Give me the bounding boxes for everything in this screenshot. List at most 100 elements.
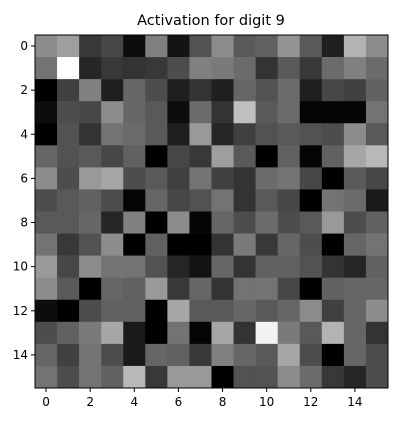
x-tick-label-0: 0 (42, 395, 50, 409)
heatmap-cell-r0-c9 (233, 35, 256, 58)
heatmap-cell-r15-c8 (211, 365, 234, 389)
x-tick-label-12: 12 (303, 395, 318, 409)
heatmap-cell-r12-c2 (79, 299, 102, 323)
heatmap-cell-r15-c1 (57, 365, 80, 389)
heatmap-cell-r14-c4 (123, 343, 146, 367)
heatmap-cell-r10-c2 (79, 255, 102, 278)
heatmap-cell-r0-c0 (35, 35, 58, 58)
heatmap-cell-r3-c14 (343, 101, 367, 124)
heatmap-cell-r5-c9 (233, 145, 256, 168)
heatmap-cell-r8-c10 (255, 211, 278, 234)
heatmap-cell-r12-c6 (167, 299, 190, 323)
heatmap-cell-r4-c15 (365, 123, 389, 146)
heatmap-cell-r12-c15 (365, 299, 389, 323)
heatmap-cell-r15-c6 (167, 365, 190, 389)
heatmap-cell-r14-c8 (211, 343, 234, 367)
heatmap-cell-r9-c14 (343, 233, 367, 256)
heatmap-cell-r4-c1 (57, 123, 80, 146)
heatmap-cell-r7-c3 (101, 189, 124, 212)
heatmap-cell-r15-c2 (79, 365, 102, 389)
heatmap-cell-r14-c1 (57, 343, 80, 367)
heatmap-cell-r3-c4 (123, 101, 146, 124)
heatmap-cell-r8-c4 (123, 211, 146, 234)
heatmap-cell-r11-c6 (167, 277, 190, 301)
heatmap-cell-r3-c11 (277, 101, 301, 124)
heatmap-cell-r2-c3 (101, 79, 124, 102)
heatmap-cell-r8-c9 (233, 211, 256, 234)
heatmap-cell-r14-c10 (255, 343, 278, 367)
heatmap-cell-r3-c2 (79, 101, 102, 124)
heatmap-cell-r5-c14 (343, 145, 367, 168)
heatmap-cell-r5-c15 (365, 145, 389, 168)
heatmap-cell-r8-c6 (167, 211, 190, 234)
heatmap-cell-r9-c0 (35, 233, 58, 256)
heatmap-cell-r0-c14 (343, 35, 367, 58)
heatmap-cell-r12-c13 (321, 299, 345, 323)
heatmap-cell-r1-c15 (365, 57, 389, 80)
heatmap-cell-r0-c6 (167, 35, 190, 58)
heatmap-cell-r10-c14 (343, 255, 367, 278)
heatmap-cell-r0-c3 (101, 35, 124, 58)
heatmap-cell-r12-c14 (343, 299, 367, 323)
plot-frame (34, 34, 389, 389)
heatmap-cell-r2-c13 (321, 79, 345, 102)
heatmap-cell-r3-c5 (145, 101, 168, 124)
heatmap-cell-r6-c4 (123, 167, 146, 190)
heatmap-cell-r0-c12 (299, 35, 323, 58)
heatmap-cell-r0-c4 (123, 35, 146, 58)
heatmap-cell-r12-c5 (145, 299, 168, 323)
heatmap-cell-r7-c10 (255, 189, 278, 212)
heatmap-cell-r7-c15 (365, 189, 389, 212)
heatmap-cell-r9-c13 (321, 233, 345, 256)
heatmap-cell-r3-c3 (101, 101, 124, 124)
x-axis: 0 2 4 6 8 10 12 14 (42, 388, 363, 409)
heatmap-cell-r1-c14 (343, 57, 367, 80)
heatmap-cell-r6-c2 (79, 167, 102, 190)
heatmap-cell-r9-c1 (57, 233, 80, 256)
heatmap-cell-r5-c4 (123, 145, 146, 168)
heatmap-cell-r11-c13 (321, 277, 345, 301)
heatmap-cell-r2-c1 (57, 79, 80, 102)
heatmap-cell-r13-c14 (343, 321, 367, 345)
heatmap-cell-r4-c2 (79, 123, 102, 146)
y-axis: 0 2 4 6 8 10 12 14 (13, 39, 35, 362)
heatmap-cells (35, 35, 389, 389)
heatmap-cell-r6-c1 (57, 167, 80, 190)
y-tick-label-4: 4 (20, 127, 28, 141)
heatmap-cell-r7-c12 (299, 189, 323, 212)
heatmap-cell-r9-c9 (233, 233, 256, 256)
heatmap-cell-r7-c14 (343, 189, 367, 212)
heatmap-cell-r6-c15 (365, 167, 389, 190)
heatmap-cell-r15-c10 (255, 365, 278, 389)
heatmap-cell-r1-c9 (233, 57, 256, 80)
heatmap-cell-r10-c0 (35, 255, 58, 278)
heatmap-cell-r4-c8 (211, 123, 234, 146)
heatmap-cell-r12-c9 (233, 299, 256, 323)
x-tick-label-6: 6 (175, 395, 183, 409)
heatmap-cell-r11-c3 (101, 277, 124, 301)
y-tick-label-2: 2 (20, 83, 28, 97)
heatmap-cell-r12-c0 (35, 299, 58, 323)
y-tick-label-6: 6 (20, 171, 28, 185)
heatmap-cell-r4-c0 (35, 123, 58, 146)
heatmap-cell-r1-c10 (255, 57, 278, 80)
heatmap-cell-r9-c15 (365, 233, 389, 256)
heatmap-cell-r10-c11 (277, 255, 301, 278)
heatmap-cell-r14-c5 (145, 343, 168, 367)
heatmap-cell-r7-c8 (211, 189, 234, 212)
heatmap-cell-r6-c9 (233, 167, 256, 190)
heatmap-cell-r9-c3 (101, 233, 124, 256)
heatmap-cell-r5-c10 (255, 145, 278, 168)
heatmap-cell-r1-c11 (277, 57, 301, 80)
y-tick-label-10: 10 (13, 260, 28, 274)
heatmap-cell-r1-c7 (189, 57, 212, 80)
heatmap-cell-r1-c0 (35, 57, 58, 80)
heatmap-cell-r9-c6 (167, 233, 190, 256)
heatmap-cell-r12-c11 (277, 299, 301, 323)
heatmap-cell-r4-c4 (123, 123, 146, 146)
heatmap-cell-r6-c8 (211, 167, 234, 190)
heatmap-cell-r8-c3 (101, 211, 124, 234)
heatmap-cell-r10-c6 (167, 255, 190, 278)
heatmap-cell-r0-c15 (365, 35, 389, 58)
